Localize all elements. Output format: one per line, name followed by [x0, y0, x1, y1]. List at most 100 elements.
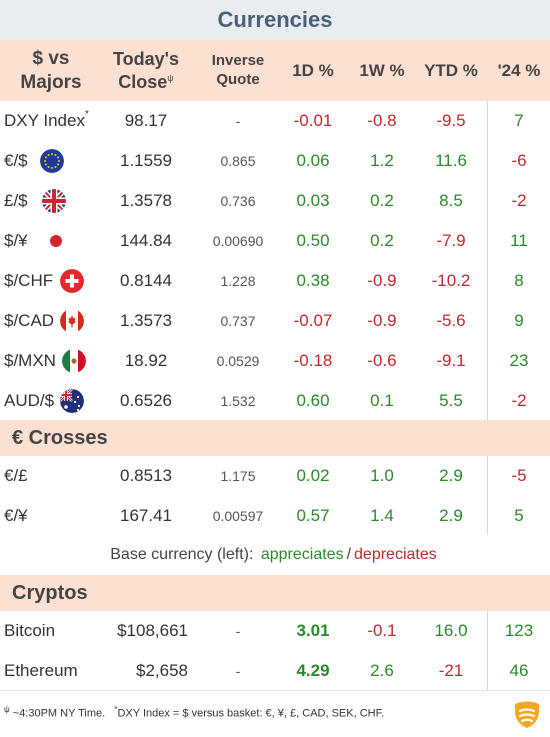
change-1w: 1.4: [370, 506, 394, 525]
close-value: $108,661: [117, 621, 188, 640]
row-label: DXY Index *: [4, 109, 89, 130]
table-row: £/$ 1.3578 0.736 0.03 0.2 8.5 -2: [0, 181, 550, 221]
color-legend: Base currency (left): appreciates / depr…: [0, 537, 550, 573]
change-1d: 0.03: [296, 191, 330, 210]
column-divider: [487, 101, 488, 535]
change-1d: 0.50: [296, 231, 330, 250]
table-row: €/¥ 167.41 0.00597 0.57 1.4 2.9 5: [0, 496, 550, 536]
header-ytd: YTD %: [424, 60, 478, 80]
section-crosses: € Crosses: [0, 420, 550, 456]
change-ytd: -5.6: [436, 311, 466, 330]
row-label: €/£: [4, 466, 28, 485]
eu-flag-icon: [40, 141, 66, 181]
close-value: 98.17: [124, 111, 168, 130]
row-label: $/CHF: [4, 271, 54, 290]
change-ytd: -7.9: [436, 231, 466, 250]
brand-logo-icon: [512, 699, 542, 729]
change-2024: 8: [514, 271, 524, 290]
header-close-sup: ψ: [167, 72, 174, 83]
change-1w: 1.2: [370, 151, 394, 170]
table-row: $/MXN 18.92 0.0529 -0.18 -0.6 -9.1 23: [0, 341, 550, 381]
legend-depreciates: depreciates: [354, 546, 437, 563]
australia-flag-icon: [60, 381, 86, 421]
change-ytd: -10.2: [431, 271, 471, 290]
table-row: Ethereum $2,658 - 4.29 2.6 -21 46: [0, 651, 550, 691]
change-1w: 0.2: [370, 191, 394, 210]
close-value: 167.41: [120, 506, 172, 525]
change-1w: 1.0: [370, 466, 394, 485]
inverse-value: 0.00597: [212, 508, 264, 524]
change-2024: 5: [514, 506, 524, 525]
row-label: €/$: [4, 151, 28, 170]
change-1d: 0.38: [296, 271, 330, 290]
header-close: Today's Closeψ: [104, 40, 188, 101]
close-value: 0.6526: [120, 391, 172, 410]
header-1d: 1D %: [292, 60, 334, 80]
change-1w: 0.2: [370, 231, 394, 250]
change-ytd: -9.5: [436, 111, 466, 130]
change-1d: -0.18: [293, 351, 333, 370]
change-2024: 123: [504, 621, 534, 640]
row-label: £/$: [4, 191, 28, 210]
table-row: AUD/$ 0.6526 1.532 0.60 0.1 5.5 -2: [0, 381, 550, 421]
footer: ψ ~4:30PM NY Time. *DXY Index = $ versus…: [0, 690, 550, 737]
change-1w: -0.6: [367, 351, 397, 370]
table-row: €/$ 1.1559 0.865 0.06 1.2 11.6 -6: [0, 141, 550, 181]
change-1w: -0.8: [367, 111, 397, 130]
row-label: $/¥: [4, 231, 28, 250]
change-1d: 3.01: [296, 621, 330, 640]
inverse-value: -: [235, 623, 241, 639]
change-2024: 46: [509, 661, 529, 680]
legend-appreciates: appreciates: [260, 546, 344, 563]
close-value: 18.92: [124, 351, 168, 370]
change-1w: -0.9: [367, 311, 397, 330]
change-1d: 0.06: [296, 151, 330, 170]
close-value: 1.3578: [120, 191, 172, 210]
column-header: $ vs Majors Today's Closeψ Inverse Quote…: [0, 40, 550, 101]
change-1w: -0.1: [367, 621, 397, 640]
change-ytd: -9.1: [436, 351, 466, 370]
table-row: Bitcoin $108,661 - 3.01 -0.1 16.0 123: [0, 611, 550, 651]
row-label: $/MXN: [4, 351, 56, 370]
title-bar: Currencies: [0, 0, 550, 40]
header-1w: 1W %: [359, 60, 405, 80]
change-ytd: -21: [438, 661, 464, 680]
inverse-value: 0.736: [220, 193, 256, 209]
header-close-text: Today's Closeψ: [113, 49, 179, 92]
change-1w: 2.6: [370, 661, 394, 680]
footer-note: ψ ~4:30PM NY Time. *DXY Index = $ versus…: [4, 705, 385, 720]
table-row: €/£ 0.8513 1.175 0.02 1.0 2.9 -5: [0, 456, 550, 496]
row-label: Ethereum: [4, 661, 78, 680]
inverse-value: -: [235, 663, 241, 679]
change-2024: -6: [511, 151, 527, 170]
close-value: 1.1559: [120, 151, 172, 170]
table-row: $/CHF 0.8144 1.228 0.38 -0.9 -10.2 8: [0, 261, 550, 301]
table-row: $/CAD 1.3573 0.737 -0.07 -0.9 -5.6 9: [0, 301, 550, 341]
change-2024: -2: [511, 191, 527, 210]
section-cryptos: Cryptos: [0, 575, 550, 611]
row-label: Bitcoin: [4, 621, 56, 640]
change-ytd: 2.9: [439, 506, 463, 525]
inverse-value: 1.175: [220, 468, 256, 484]
change-1d: 4.29: [296, 661, 330, 680]
row-label: €/¥: [4, 506, 28, 525]
close-value: 0.8144: [120, 271, 172, 290]
japan-flag-icon: [44, 221, 70, 261]
change-2024: -2: [511, 391, 527, 410]
close-value: 1.3573: [120, 311, 172, 330]
change-1d: 0.02: [296, 466, 330, 485]
inverse-value: -: [235, 113, 241, 129]
change-1d: 0.60: [296, 391, 330, 410]
header-inverse-text: Inverse Quote: [211, 51, 265, 88]
change-1d: -0.07: [293, 311, 333, 330]
inverse-value: 1.228: [220, 273, 256, 289]
row-label: AUD/$: [4, 391, 55, 410]
header-majors-text: $ vs Majors: [20, 47, 82, 93]
change-1d: 0.57: [296, 506, 330, 525]
page-title: Currencies: [217, 7, 333, 32]
legend-prefix: Base currency (left):: [110, 546, 254, 563]
legend-separator: /: [346, 546, 352, 563]
change-2024: 11: [510, 231, 528, 250]
header-24: '24 %: [497, 60, 541, 80]
change-2024: -5: [511, 466, 527, 485]
